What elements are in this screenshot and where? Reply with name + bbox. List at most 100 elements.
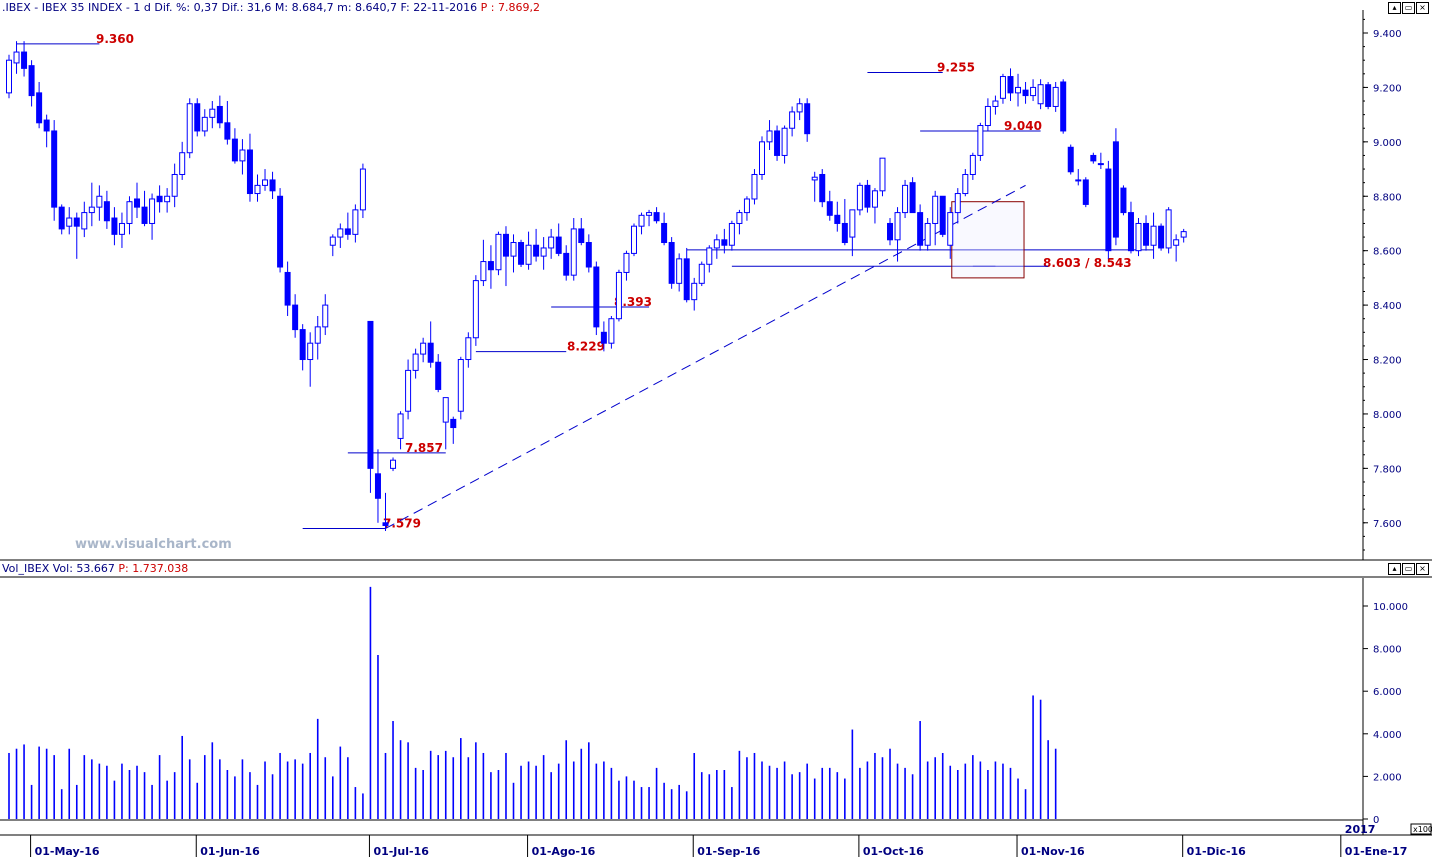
candle [209,101,216,129]
candle-body-up [352,209,359,235]
time-tick-label: 01-Ago-16 [532,845,596,857]
candle-body-down [103,201,110,222]
candle-body-down [367,320,374,469]
candle-body-down [1143,222,1150,246]
candle [811,171,818,202]
candle [751,169,758,205]
candle [1052,81,1059,112]
candle-body-up [66,217,73,227]
candle [246,133,253,202]
time-tick-label: 01-Jul-16 [373,845,429,857]
dif-label: Dif.: 31,6 [221,1,272,14]
candle-body-down [826,201,833,216]
candle-body-up [525,244,532,265]
candle-body-up [1135,222,1142,252]
candle [344,212,351,240]
candle-body-up [254,184,261,195]
candle [932,190,939,246]
candle-body-down [1127,212,1134,252]
candle-body-down [427,342,434,363]
candle-body-up [1173,239,1180,246]
candle-body-down [1105,168,1112,252]
candle [194,98,201,137]
candle-body-down [683,258,690,301]
candle [721,228,728,254]
candle-body-up [638,214,645,227]
symbol-label: .IBEX - IBEX 35 INDEX - 1 d [2,1,151,14]
candle [819,169,826,208]
level-label: 9.040 [1004,119,1042,133]
candle-body-up [201,116,208,132]
candle [781,125,788,164]
candle [118,212,125,248]
candle-body-up [630,225,637,254]
candle [141,190,148,227]
candle-body-down [721,239,728,246]
candle-body-down [435,361,442,390]
candle [691,277,698,311]
candle-body-down [585,242,592,268]
candle-body-up [676,258,683,284]
price-panel-minimize-button[interactable]: ▴ [1388,2,1401,14]
candle [1075,169,1082,186]
candle [548,228,555,259]
candle [1007,68,1014,102]
volume-tick-label: 4.000 [1373,730,1402,741]
candle [1112,128,1119,246]
candle [992,95,999,115]
candle [13,41,20,74]
candle-body-up [314,326,321,344]
candle-body-down [502,233,509,257]
candle-body-down [819,173,826,203]
candle [329,234,336,257]
candle [73,212,80,259]
price-tick-label: 8.400 [1373,301,1402,312]
candle-body-up [510,242,517,257]
price-panel-maximize-button[interactable]: ▭ [1402,2,1415,14]
price-panel-close-button[interactable]: × [1416,2,1429,14]
candle-body-down [269,179,276,192]
candle [171,163,178,208]
candle [1173,234,1180,262]
candle [962,169,969,197]
candle-body-up [1052,86,1059,107]
candle [954,188,961,224]
candle [706,245,713,273]
candle-body-up [999,76,1006,99]
candle-body-down [1158,225,1165,249]
candle-body-down [563,252,570,276]
candle-body-up [359,168,366,211]
candle [96,185,103,221]
candle [374,449,381,523]
volume-panel-maximize-button[interactable]: ▭ [1402,563,1415,575]
candle [608,315,615,349]
candle [909,177,916,214]
candle [894,207,901,262]
candle-body-up [81,212,88,230]
candle [43,114,50,148]
candle-body-up [615,271,622,320]
candle [231,128,238,164]
time-axis: 01-May-16 01-Jun-16 01-Jul-16 01-Ago-16 01-S… [30,823,1407,857]
candle [1045,81,1052,110]
candle-body-down [141,206,148,224]
highlight-box [951,201,1025,279]
candle [1105,160,1112,259]
candle [390,457,397,472]
candle [495,231,502,276]
candle [224,101,231,145]
candle-body-up [442,397,449,423]
volume-panel-close-button[interactable]: × [1416,563,1429,575]
candle [736,209,743,235]
candle-body-down [533,244,540,257]
volume-panel-minimize-button[interactable]: ▴ [1388,563,1401,575]
candle [864,179,871,213]
candle-body-down [518,242,525,265]
candle-body-down [668,242,675,284]
price-axis: 7.600 7.800 8.000 8.200 8.400 8.600 8.800 9.000… [1363,18,1402,551]
candle [314,315,321,360]
candle-body-down [593,266,600,328]
volume-tick-label: 8.000 [1373,645,1402,656]
candle-body-up [397,413,404,439]
candle [826,190,833,221]
